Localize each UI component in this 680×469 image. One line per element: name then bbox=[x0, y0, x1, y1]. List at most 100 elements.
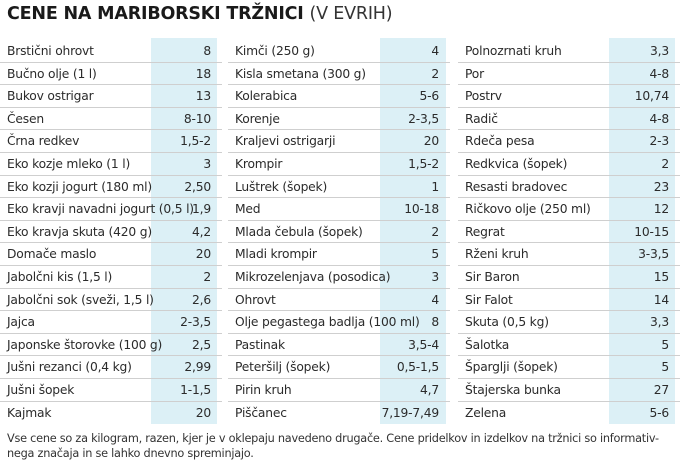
item-name: Kolerabica bbox=[235, 89, 298, 104]
item-name: Črna redkev bbox=[7, 134, 80, 149]
list-item: Luštrek (šopek) 1 bbox=[228, 176, 450, 199]
list-item: Polnozrnati kruh 3,3 bbox=[458, 40, 680, 63]
item-price: 27 bbox=[653, 382, 669, 397]
footnote: Vse cene so za kilogram, razen, kjer je … bbox=[7, 432, 659, 460]
item-name: Eko kravja skuta (420 g) bbox=[7, 224, 152, 239]
item-price: 1,5-2 bbox=[180, 134, 211, 149]
item-price: 13 bbox=[195, 89, 211, 104]
list-item: Eko kravji navadni jogurt (0,5 l) 1,9 bbox=[0, 198, 222, 221]
item-name: Por bbox=[465, 66, 484, 81]
item-name: Eko kozji jogurt (180 ml) bbox=[7, 179, 152, 194]
list-item: Brstični ohrovt 8 bbox=[0, 40, 222, 63]
item-price: 1 bbox=[431, 179, 439, 194]
item-name: Česen bbox=[7, 111, 44, 126]
item-name: Kisla smetana (300 g) bbox=[235, 66, 366, 81]
list-item: Med 10-18 bbox=[228, 198, 450, 221]
item-name: Jajca bbox=[7, 315, 35, 330]
item-price: 1,9 bbox=[192, 202, 211, 217]
list-item: Japonske štorovke (100 g) 2,5 bbox=[0, 334, 222, 357]
price-band bbox=[380, 38, 446, 424]
item-name: Radič bbox=[465, 111, 498, 126]
item-price: 5-6 bbox=[419, 89, 440, 104]
item-price: 20 bbox=[195, 405, 211, 420]
item-price: 4 bbox=[431, 44, 439, 58]
item-price: 15 bbox=[653, 269, 669, 284]
item-price: 3,3 bbox=[650, 44, 669, 58]
list-item: Domače maslo 20 bbox=[0, 243, 222, 266]
item-name: Mlada čebula (šopek) bbox=[235, 224, 363, 239]
list-item: Bukov ostrigar 13 bbox=[0, 85, 222, 108]
item-name: Rženi kruh bbox=[465, 247, 529, 262]
list-item: Ričkovo olje (250 ml) 12 bbox=[458, 198, 680, 221]
list-item: Šalotka 5 bbox=[458, 334, 680, 357]
item-price: 8 bbox=[431, 315, 439, 330]
item-price: 2-3 bbox=[649, 134, 670, 149]
item-price: 3-3,5 bbox=[638, 247, 669, 262]
item-price: 2,5 bbox=[192, 337, 211, 352]
page-title: CENE NA MARIBORSKI TRŽNICI (V EVRIH) bbox=[7, 4, 393, 24]
price-band bbox=[151, 38, 217, 424]
item-name: Zelena bbox=[465, 405, 507, 420]
item-name: Regrat bbox=[465, 224, 505, 239]
list-item: Regrat 10-15 bbox=[458, 221, 680, 244]
list-item: Sir Falot 14 bbox=[458, 289, 680, 312]
item-price: 10,74 bbox=[634, 89, 669, 104]
item-name: Bučno olje (1 l) bbox=[7, 66, 97, 81]
item-price: 2,99 bbox=[184, 360, 211, 375]
item-price: 0,5-1,5 bbox=[396, 360, 439, 375]
item-price: 5 bbox=[431, 247, 439, 262]
price-column-3: Polnozrnati kruh 3,3 Por 4-8 Postrv 10,74 R… bbox=[458, 38, 680, 424]
item-name: Eko kravji navadni jogurt (0,5 l) bbox=[7, 202, 194, 217]
item-name: Sir Baron bbox=[465, 269, 520, 284]
list-item: Jajca 2-3,5 bbox=[0, 311, 222, 334]
list-item: Pirin kruh 4,7 bbox=[228, 379, 450, 402]
list-item: Jušni šopek 1-1,5 bbox=[0, 379, 222, 402]
item-price: 1,5-2 bbox=[408, 156, 439, 171]
item-price: 8-10 bbox=[183, 111, 211, 126]
item-name: Eko kozje mleko (1 l) bbox=[7, 156, 131, 171]
list-item: Jušni rezanci (0,4 kg) 2,99 bbox=[0, 356, 222, 379]
list-item: Jabolčni kis (1,5 l) 2 bbox=[0, 266, 222, 289]
item-name: Japonske štorovke (100 g) bbox=[7, 337, 163, 352]
item-price: 2-3,5 bbox=[408, 111, 439, 126]
list-item: Skuta (0,5 kg) 3,3 bbox=[458, 311, 680, 334]
list-item: Rdeča pesa 2-3 bbox=[458, 130, 680, 153]
item-price: 2,50 bbox=[184, 179, 211, 194]
list-item: Kisla smetana (300 g) 2 bbox=[228, 63, 450, 86]
item-name: Postrv bbox=[465, 89, 502, 104]
price-column-2: Kimči (250 g) 4 Kisla smetana (300 g) 2 Ko… bbox=[228, 38, 450, 424]
item-price: 1-1,5 bbox=[180, 382, 211, 397]
item-name: Kraljevi ostrigarji bbox=[235, 134, 336, 149]
item-name: Štajerska bunka bbox=[465, 382, 561, 397]
item-price: 3,3 bbox=[650, 315, 669, 330]
list-item: Piščanec 7,19-7,49 bbox=[228, 402, 450, 425]
item-price: 14 bbox=[653, 292, 669, 307]
list-item: Eko kozje mleko (1 l) 3 bbox=[0, 153, 222, 176]
item-name: Kimči (250 g) bbox=[235, 44, 315, 58]
title-main: CENE NA MARIBORSKI TRŽNICI bbox=[7, 4, 304, 24]
item-price: 7,19-7,49 bbox=[381, 405, 440, 420]
item-price: 3,5-4 bbox=[408, 337, 439, 352]
item-name: Jabolčni kis (1,5 l) bbox=[7, 269, 113, 284]
item-price: 20 bbox=[423, 134, 439, 149]
item-price: 18 bbox=[195, 66, 211, 81]
list-item: Mladi krompir 5 bbox=[228, 243, 450, 266]
item-price: 5-6 bbox=[649, 405, 670, 420]
item-name: Peteršilj (šopek) bbox=[235, 360, 331, 375]
item-name: Pastinak bbox=[235, 337, 285, 352]
item-name: Redkvica (šopek) bbox=[465, 156, 568, 171]
list-item: Pastinak 3,5-4 bbox=[228, 334, 450, 357]
list-item: Česen 8-10 bbox=[0, 108, 222, 131]
item-name: Krompir bbox=[235, 156, 283, 171]
item-name: Rdeča pesa bbox=[465, 134, 535, 149]
item-price: 10-15 bbox=[634, 224, 669, 239]
item-price: 4 bbox=[431, 292, 439, 307]
item-price: 3 bbox=[431, 269, 439, 284]
item-name: Olje pegastega badlja (100 ml) bbox=[235, 315, 420, 330]
item-name: Špargljі (šopek) bbox=[465, 360, 558, 375]
item-name: Kajmak bbox=[7, 405, 52, 420]
list-item: Redkvica (šopek) 2 bbox=[458, 153, 680, 176]
item-name: Ohrovt bbox=[235, 292, 276, 307]
item-price: 2 bbox=[203, 269, 211, 284]
item-name: Luštrek (šopek) bbox=[235, 179, 328, 194]
